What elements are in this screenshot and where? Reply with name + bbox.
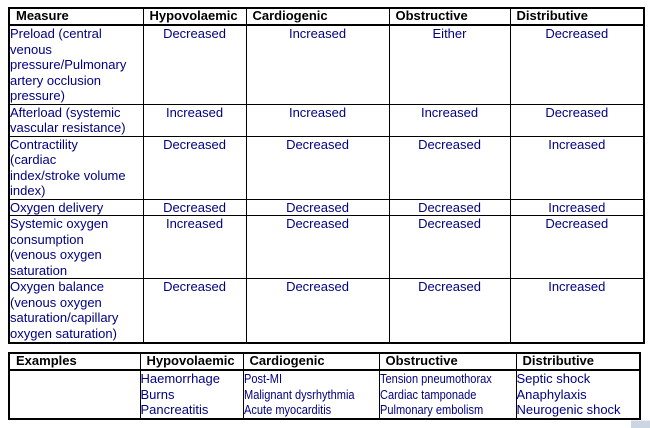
value-cell: Increased <box>388 103 511 137</box>
value-cell: Increased <box>142 215 247 279</box>
value-cell: Increased <box>509 135 645 200</box>
value-cell: Decreased <box>245 135 390 200</box>
examples-header-row: Examples Hypovolaemic Cardiogenic Obstru… <box>8 352 641 371</box>
measure-cell: Oxygen balance (venous oxygen saturation… <box>8 278 144 343</box>
example-item: Malignant dysrhythmia <box>243 386 355 402</box>
examples-cell-distributive: Septic shock Anaphylaxis Neurogenic shoc… <box>515 369 641 419</box>
header-hypovolaemic: Hypovolaemic <box>139 352 244 371</box>
header-obstructive: Obstructive <box>388 7 511 26</box>
example-item: Pancreatitis <box>140 402 209 417</box>
value-cell: Increased <box>142 103 247 137</box>
examples-cell-cardiogenic: Post-MI Malignant dysrhythmia Acute myoc… <box>242 369 380 419</box>
examples-label-cell <box>8 369 141 419</box>
measures-header-row: Measure Hypovolaemic Cardiogenic Obstruc… <box>8 7 645 26</box>
table-row-oxygen-balance: Oxygen balance (venous oxygen saturation… <box>8 278 645 343</box>
table-row-systemic-oxygen-consumption: Systemic oxygen consumption (venous oxyg… <box>8 215 645 279</box>
value-cell: Either <box>388 24 511 105</box>
header-distributive: Distributive <box>515 352 641 371</box>
examples-cell-obstructive: Tension pneumothorax Cardiac tamponade P… <box>378 369 517 419</box>
example-item: Tension pneumothorax <box>379 371 492 386</box>
header-obstructive: Obstructive <box>378 352 517 371</box>
value-cell: Decreased <box>142 24 247 105</box>
value-cell: Decreased <box>509 215 645 279</box>
value-cell: Decreased <box>388 278 511 343</box>
table-row-oxygen-delivery: Oxygen delivery Decreased Decreased Decr… <box>8 198 645 216</box>
measure-cell: Contractility (cardiac index/stroke volu… <box>8 135 144 200</box>
measure-cell: Oxygen delivery <box>8 198 144 216</box>
example-item: Haemorrhage <box>140 371 221 386</box>
header-hypovolaemic: Hypovolaemic <box>142 7 247 26</box>
shock-examples-table: Examples Hypovolaemic Cardiogenic Obstru… <box>8 352 641 420</box>
value-cell: Decreased <box>509 103 645 137</box>
shock-measures-table: Measure Hypovolaemic Cardiogenic Obstruc… <box>8 7 645 344</box>
header-measure: Measure <box>8 7 144 26</box>
value-cell: Decreased <box>142 278 247 343</box>
example-item: Septic shock <box>516 371 591 386</box>
examples-cell-hypovolaemic: Haemorrhage Burns Pancreatitis <box>139 369 244 419</box>
example-item: Neurogenic shock <box>516 402 621 417</box>
header-distributive: Distributive <box>509 7 645 26</box>
examples-row: Haemorrhage Burns Pancreatitis Post-MI M… <box>8 369 641 419</box>
value-cell: Decreased <box>388 215 511 279</box>
value-cell: Increased <box>509 278 645 343</box>
header-examples: Examples <box>8 352 141 371</box>
example-item: Pulmonary embolism <box>379 402 483 417</box>
value-cell: Increased <box>509 198 645 216</box>
value-cell: Increased <box>245 24 390 105</box>
example-item: Post-MI <box>243 371 282 386</box>
example-item: Anaphylaxis <box>516 386 587 402</box>
value-cell: Decreased <box>245 215 390 279</box>
example-item: Cardiac tamponade <box>379 386 476 402</box>
value-cell: Increased <box>245 103 390 137</box>
value-cell: Decreased <box>245 278 390 343</box>
example-item: Acute myocarditis <box>243 402 331 417</box>
value-cell: Decreased <box>509 24 645 105</box>
measure-cell: Systemic oxygen consumption (venous oxyg… <box>8 215 144 279</box>
value-cell: Decreased <box>388 135 511 200</box>
table-row-contractility: Contractility (cardiac index/stroke volu… <box>8 135 645 200</box>
value-cell: Decreased <box>142 198 247 216</box>
scrollbar-corner-fragment <box>631 420 650 428</box>
example-item: Burns <box>140 386 175 402</box>
measure-cell: Preload (central venous pressure/Pulmona… <box>8 24 144 105</box>
table-row-afterload: Afterload (systemic vascular resistance)… <box>8 103 645 137</box>
header-cardiogenic: Cardiogenic <box>242 352 380 371</box>
table-row-preload: Preload (central venous pressure/Pulmona… <box>8 24 645 105</box>
value-cell: Decreased <box>142 135 247 200</box>
value-cell: Decreased <box>245 198 390 216</box>
measure-cell: Afterload (systemic vascular resistance) <box>8 103 144 137</box>
value-cell: Decreased <box>388 198 511 216</box>
header-cardiogenic: Cardiogenic <box>245 7 390 26</box>
